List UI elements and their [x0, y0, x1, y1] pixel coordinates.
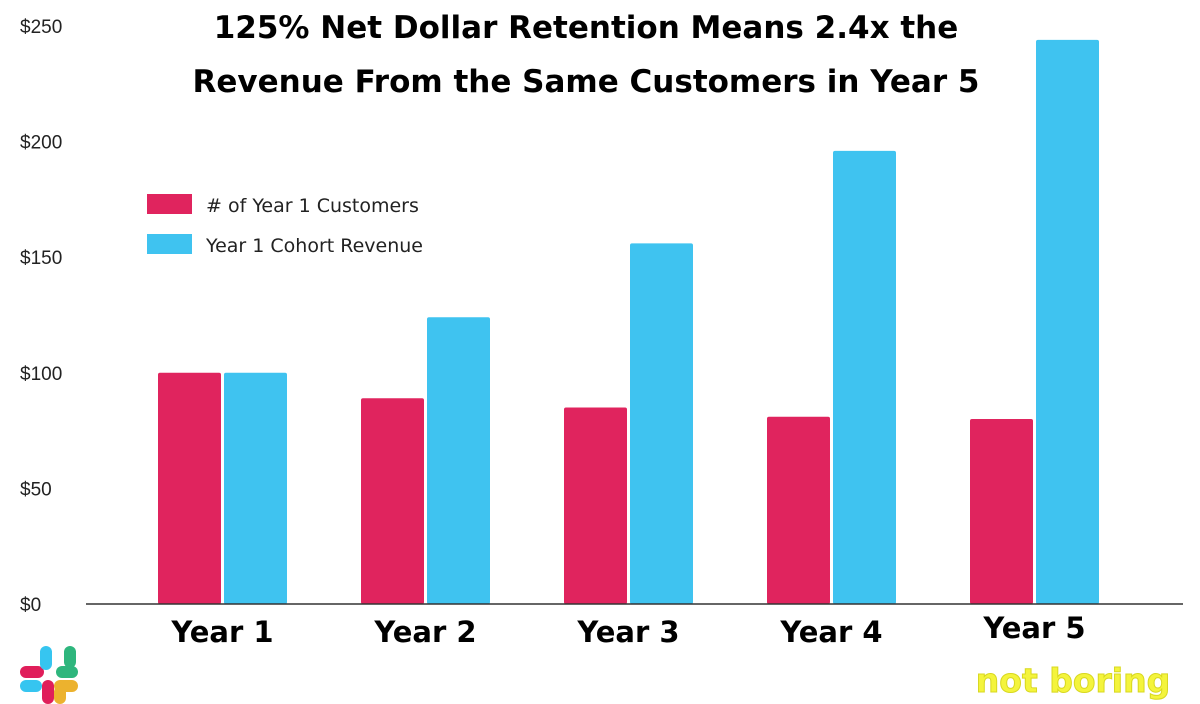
- bar-revenue-4: [833, 150, 896, 604]
- y-tick-label: $0: [20, 595, 41, 616]
- chart-title: 125% Net Dollar Retention Means 2.4x the…: [193, 10, 980, 100]
- y-tick-label: $150: [20, 248, 62, 269]
- legend: # of Year 1 Customers Year 1 Cohort Reven…: [147, 194, 423, 257]
- bar-customers-2: [361, 398, 424, 604]
- chart-title-line-1: 125% Net Dollar Retention Means 2.4x the: [214, 10, 959, 46]
- y-tick-label: $200: [20, 133, 62, 154]
- bar-customers-1: [158, 372, 221, 604]
- x-tick-label: Year 5: [982, 611, 1085, 645]
- bar-revenue-1: [224, 372, 287, 604]
- bar-customers-5: [970, 419, 1033, 604]
- chart-title-line-2: Revenue From the Same Customers in Year …: [193, 64, 980, 100]
- legend-swatch: [147, 234, 192, 254]
- bar-revenue-5: [1036, 39, 1099, 604]
- y-axis-ticks: $0 $50 $100 $150 $200 $250: [20, 17, 62, 616]
- y-tick-label: $50: [20, 479, 52, 500]
- x-tick-label: Year 4: [779, 615, 882, 649]
- bar-customers-4: [767, 416, 830, 604]
- x-tick-label: Year 3: [576, 615, 679, 649]
- bars: [158, 39, 1099, 604]
- legend-swatch: [147, 194, 192, 214]
- y-tick-label: $100: [20, 364, 62, 385]
- not-boring-logo: not boring: [976, 661, 1170, 700]
- slack-logo-icon: [20, 646, 78, 704]
- x-tick-label: Year 1: [170, 615, 273, 649]
- bar-customers-3: [564, 407, 627, 604]
- x-tick-label: Year 2: [373, 615, 476, 649]
- legend-label: # of Year 1 Customers: [206, 195, 419, 217]
- legend-label: Year 1 Cohort Revenue: [205, 235, 423, 257]
- x-axis-ticks: Year 1 Year 2 Year 3 Year 4 Year 5: [170, 611, 1085, 649]
- bar-revenue-3: [630, 243, 693, 604]
- bar-revenue-2: [427, 317, 490, 604]
- y-tick-label: $250: [20, 17, 62, 38]
